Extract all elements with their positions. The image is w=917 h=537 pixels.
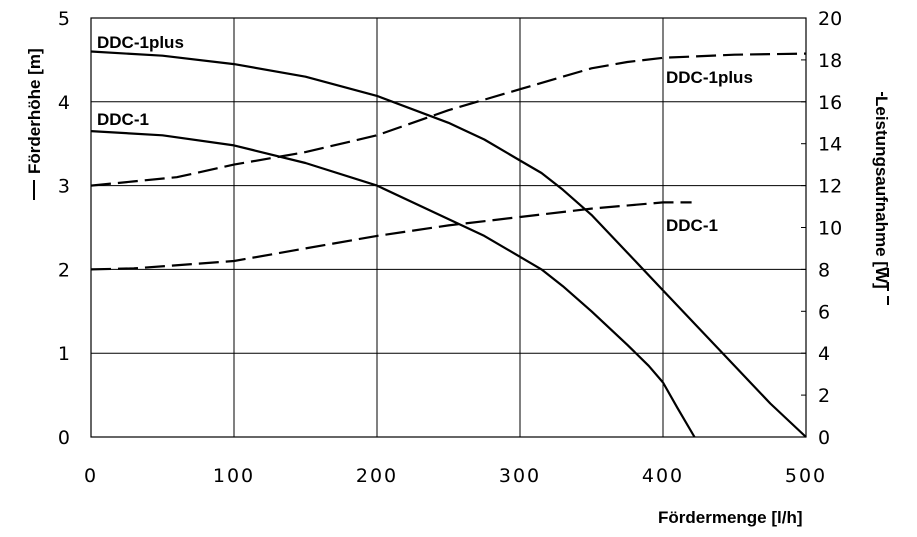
- y-tick-label: 1: [58, 343, 70, 365]
- series-line-ddc-1-power: [90, 201, 692, 271]
- y2-axis-title: Leistungsaufnahme [W]: [872, 92, 891, 289]
- y-tick-label: 4: [58, 92, 70, 114]
- label-ddc1plus-power: DDC-1plus: [666, 68, 753, 87]
- y2-tick-label: 14: [818, 134, 842, 156]
- series-line-ddc-1plus-power: [90, 52, 807, 187]
- x-axis-label: Fördermenge [l/h]: [658, 508, 803, 527]
- y2-tick-label: 2: [818, 385, 830, 407]
- y-axis-title: Förderhöhe [m]: [25, 48, 44, 200]
- y2-tick-label: 6: [818, 301, 830, 323]
- x-tick-label: 100: [213, 465, 255, 487]
- y2-tick-label: 10: [818, 218, 842, 240]
- y2-tick-label: 12: [818, 176, 842, 198]
- y-tick-label: 2: [58, 259, 70, 281]
- y-axis-label: Förderhöhe [m]: [25, 48, 44, 174]
- x-tick-label: 300: [499, 465, 541, 487]
- y2-tick-label: 18: [818, 50, 842, 72]
- x-tick-label: 400: [642, 465, 684, 487]
- grid: [90, 17, 807, 438]
- y-tick-label: 5: [58, 8, 70, 30]
- series-line-ddc-1-height: [90, 130, 696, 438]
- x-tick-label: 500: [785, 465, 827, 487]
- y-tick-label: 3: [58, 176, 70, 198]
- y2-tick-label: 16: [818, 92, 842, 114]
- label-ddc1plus-height: DDC-1plus: [97, 33, 184, 52]
- series-line-ddc-1plus-height: [90, 50, 807, 438]
- y2-tick-label: 20: [818, 8, 842, 30]
- y2-axis-label: Leistungsaufnahme [W]: [872, 96, 891, 289]
- label-ddc1-power: DDC-1: [666, 216, 718, 235]
- x-tick-label: 200: [356, 465, 398, 487]
- label-ddc1-height: DDC-1: [97, 110, 149, 129]
- y2-tick-label: 8: [818, 259, 830, 281]
- y2-tick-label: 4: [818, 343, 830, 365]
- x-tick-label: 0: [84, 465, 98, 487]
- y-tick-label: 0: [58, 427, 70, 449]
- y2-tick-label: 0: [818, 427, 830, 449]
- curves: [90, 50, 807, 438]
